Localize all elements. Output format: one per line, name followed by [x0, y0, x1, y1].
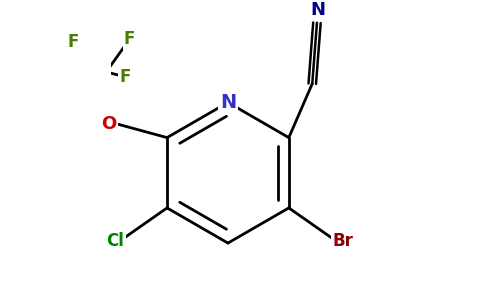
Text: Cl: Cl: [106, 232, 124, 250]
Text: Br: Br: [333, 232, 353, 250]
Text: F: F: [124, 30, 135, 48]
Text: N: N: [310, 1, 325, 19]
Text: N: N: [220, 93, 236, 112]
Text: F: F: [119, 68, 131, 86]
Text: F: F: [68, 32, 79, 50]
Text: O: O: [101, 115, 116, 133]
